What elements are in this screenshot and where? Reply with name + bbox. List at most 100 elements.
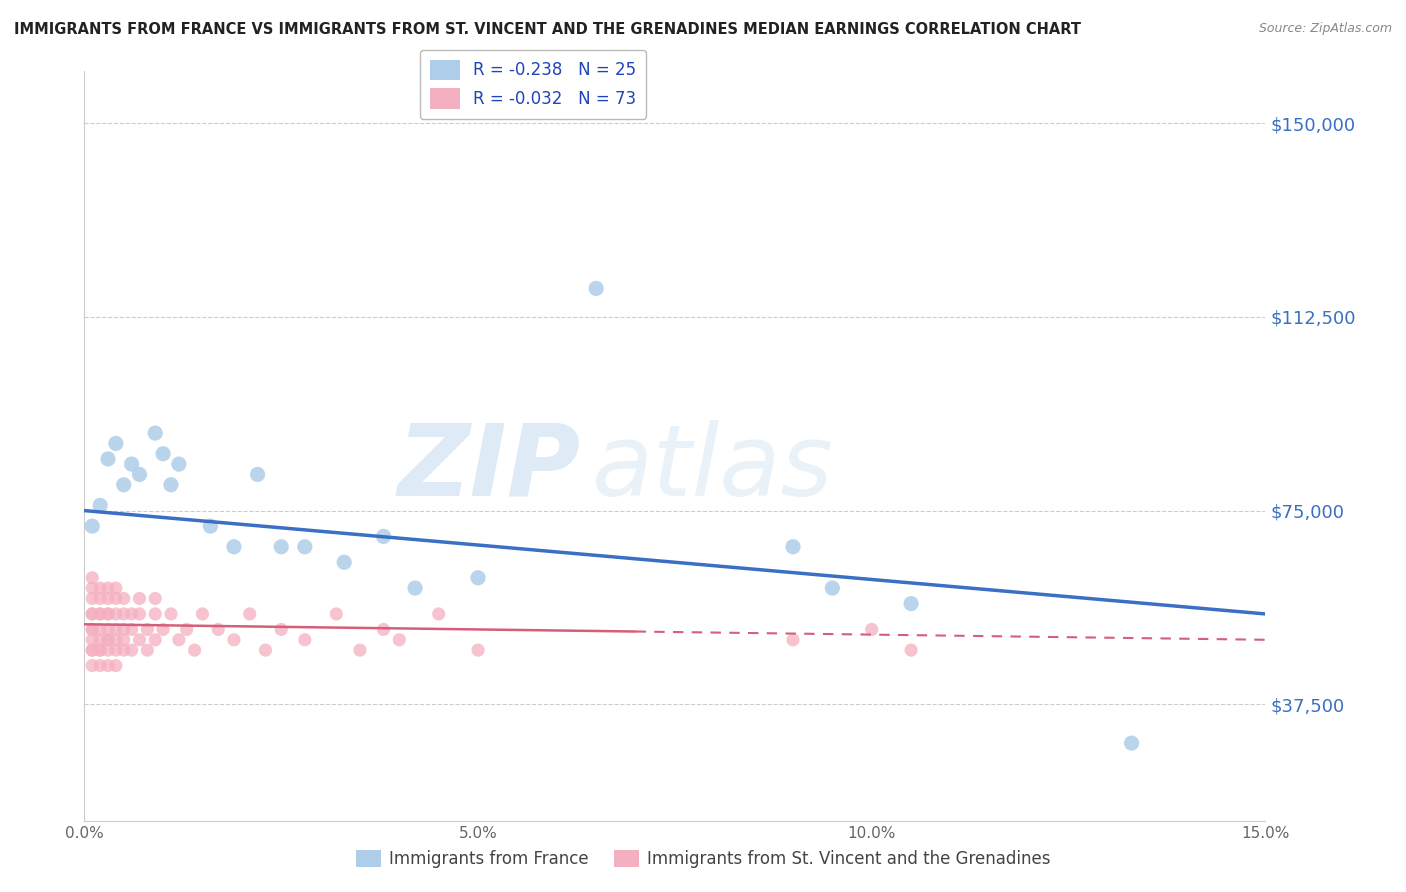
Point	[112, 477, 135, 491]
Point	[82, 519, 104, 533]
Point	[152, 447, 174, 461]
Point	[104, 436, 127, 450]
Point	[200, 519, 222, 533]
Point	[167, 632, 190, 647]
Point	[160, 477, 183, 491]
Point	[82, 623, 104, 637]
Point	[82, 643, 104, 657]
Point	[333, 555, 356, 569]
Point	[373, 529, 395, 543]
Point	[121, 457, 143, 471]
Point	[176, 623, 198, 637]
Point	[97, 607, 120, 621]
Point	[427, 607, 450, 621]
Point	[782, 540, 804, 554]
Point	[121, 607, 143, 621]
Point	[121, 623, 143, 637]
Point	[136, 643, 159, 657]
Point	[97, 581, 120, 595]
Point	[388, 632, 411, 647]
Point	[89, 643, 111, 657]
Point	[782, 632, 804, 647]
Point	[222, 632, 245, 647]
Point	[183, 643, 205, 657]
Point	[270, 623, 292, 637]
Point	[104, 643, 127, 657]
Point	[121, 643, 143, 657]
Point	[143, 426, 166, 441]
Point	[128, 632, 150, 647]
Point	[239, 607, 262, 621]
Point	[112, 623, 135, 637]
Point	[82, 607, 104, 621]
Text: ZIP: ZIP	[398, 420, 581, 517]
Point	[1121, 736, 1143, 750]
Point	[294, 632, 316, 647]
Point	[860, 623, 883, 637]
Point	[97, 591, 120, 606]
Point	[97, 643, 120, 657]
Point	[82, 643, 104, 657]
Point	[89, 581, 111, 595]
Point	[104, 581, 127, 595]
Point	[112, 607, 135, 621]
Point	[143, 632, 166, 647]
Point	[89, 607, 111, 621]
Point	[404, 581, 426, 595]
Point	[82, 658, 104, 673]
Point	[325, 607, 347, 621]
Point	[97, 451, 120, 466]
Legend: R = -0.238   N = 25, R = -0.032   N = 73: R = -0.238 N = 25, R = -0.032 N = 73	[420, 50, 647, 119]
Text: IMMIGRANTS FROM FRANCE VS IMMIGRANTS FROM ST. VINCENT AND THE GRENADINES MEDIAN : IMMIGRANTS FROM FRANCE VS IMMIGRANTS FRO…	[14, 22, 1081, 37]
Point	[191, 607, 214, 621]
Point	[104, 591, 127, 606]
Point	[89, 499, 111, 513]
Legend: Immigrants from France, Immigrants from St. Vincent and the Grenadines: Immigrants from France, Immigrants from …	[349, 843, 1057, 875]
Point	[254, 643, 277, 657]
Point	[143, 607, 166, 621]
Point	[467, 571, 489, 585]
Point	[136, 623, 159, 637]
Point	[82, 581, 104, 595]
Point	[89, 607, 111, 621]
Point	[82, 623, 104, 637]
Point	[89, 591, 111, 606]
Point	[900, 643, 922, 657]
Point	[900, 597, 922, 611]
Point	[270, 540, 292, 554]
Point	[82, 607, 104, 621]
Point	[112, 591, 135, 606]
Point	[349, 643, 371, 657]
Point	[222, 540, 245, 554]
Point	[89, 658, 111, 673]
Point	[143, 591, 166, 606]
Text: Source: ZipAtlas.com: Source: ZipAtlas.com	[1258, 22, 1392, 36]
Point	[821, 581, 844, 595]
Point	[97, 607, 120, 621]
Point	[82, 632, 104, 647]
Text: atlas: atlas	[592, 420, 834, 517]
Point	[97, 658, 120, 673]
Point	[89, 623, 111, 637]
Point	[128, 591, 150, 606]
Point	[246, 467, 269, 482]
Point	[82, 591, 104, 606]
Point	[152, 623, 174, 637]
Point	[112, 632, 135, 647]
Point	[104, 632, 127, 647]
Point	[128, 607, 150, 621]
Point	[97, 632, 120, 647]
Point	[97, 632, 120, 647]
Point	[89, 643, 111, 657]
Point	[112, 643, 135, 657]
Point	[82, 571, 104, 585]
Point	[104, 607, 127, 621]
Point	[467, 643, 489, 657]
Point	[294, 540, 316, 554]
Point	[585, 281, 607, 295]
Point	[104, 658, 127, 673]
Point	[167, 457, 190, 471]
Point	[97, 623, 120, 637]
Point	[104, 623, 127, 637]
Point	[160, 607, 183, 621]
